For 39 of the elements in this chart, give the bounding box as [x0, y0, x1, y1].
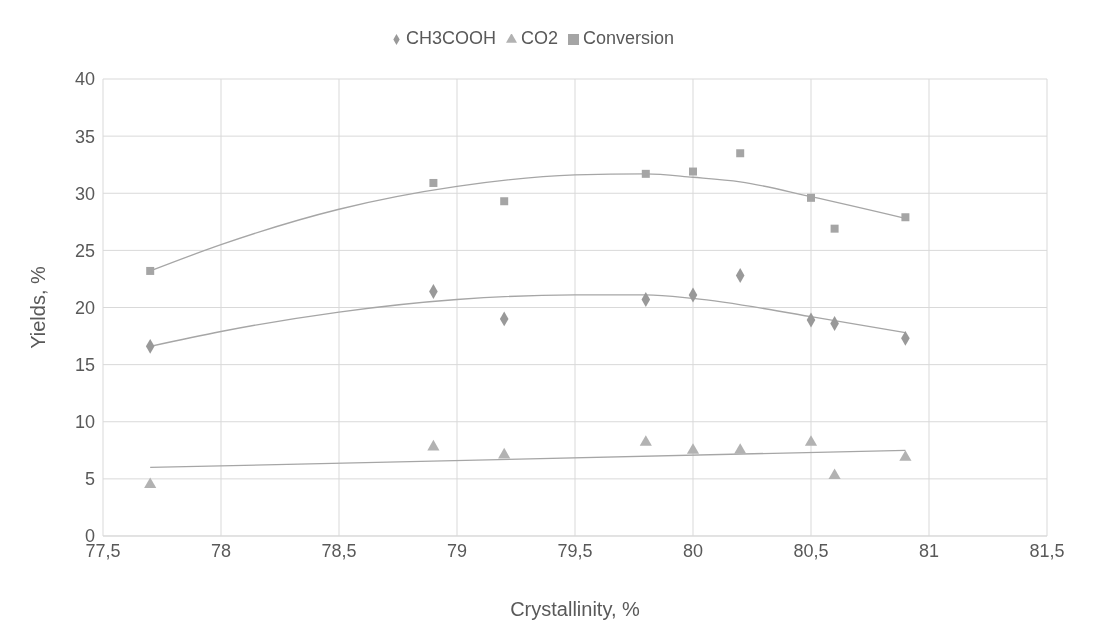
x-tick-label: 79,5: [557, 540, 593, 561]
point: [429, 178, 438, 187]
point: [899, 450, 912, 461]
legend-label: CH3COOH: [405, 28, 496, 48]
point: [144, 477, 157, 489]
point: [901, 213, 910, 222]
point: [427, 439, 440, 451]
y-tick-label: 20: [74, 297, 95, 318]
x-tick-label: 81,5: [1029, 540, 1065, 561]
point: [146, 266, 155, 275]
point: [828, 468, 841, 479]
y-tick-label: 15: [74, 355, 95, 376]
legend-label: CO2: [520, 28, 558, 48]
legend-label: Conversion: [582, 28, 675, 48]
x-tick-label: 80,5: [793, 540, 829, 561]
y-tick-label: 40: [74, 69, 95, 90]
x-tick-label: 81: [918, 540, 940, 561]
x-tick-label: 78,5: [321, 540, 357, 561]
point: [689, 167, 697, 176]
y-tick-label: 30: [74, 183, 95, 204]
x-tick-label: 79: [446, 540, 468, 561]
point: [498, 447, 511, 459]
point: [804, 435, 818, 446]
x-tick-label: 78: [210, 540, 232, 561]
y-tick-label: 35: [74, 126, 95, 147]
point: [830, 224, 839, 233]
x-axis-title: Crystallinity, %: [510, 598, 641, 620]
y-tick-label: 10: [74, 412, 95, 433]
point: [639, 435, 652, 446]
x-tick-label: 80: [682, 540, 704, 561]
y-tick-label: 25: [74, 240, 95, 261]
point: [641, 169, 650, 178]
point: [807, 193, 815, 202]
point: [686, 443, 700, 454]
point: [736, 149, 745, 158]
y-axis-title: Yields, %: [27, 265, 50, 349]
point: [500, 197, 509, 206]
point: [734, 443, 747, 454]
y-tick-label: 5: [84, 469, 95, 490]
